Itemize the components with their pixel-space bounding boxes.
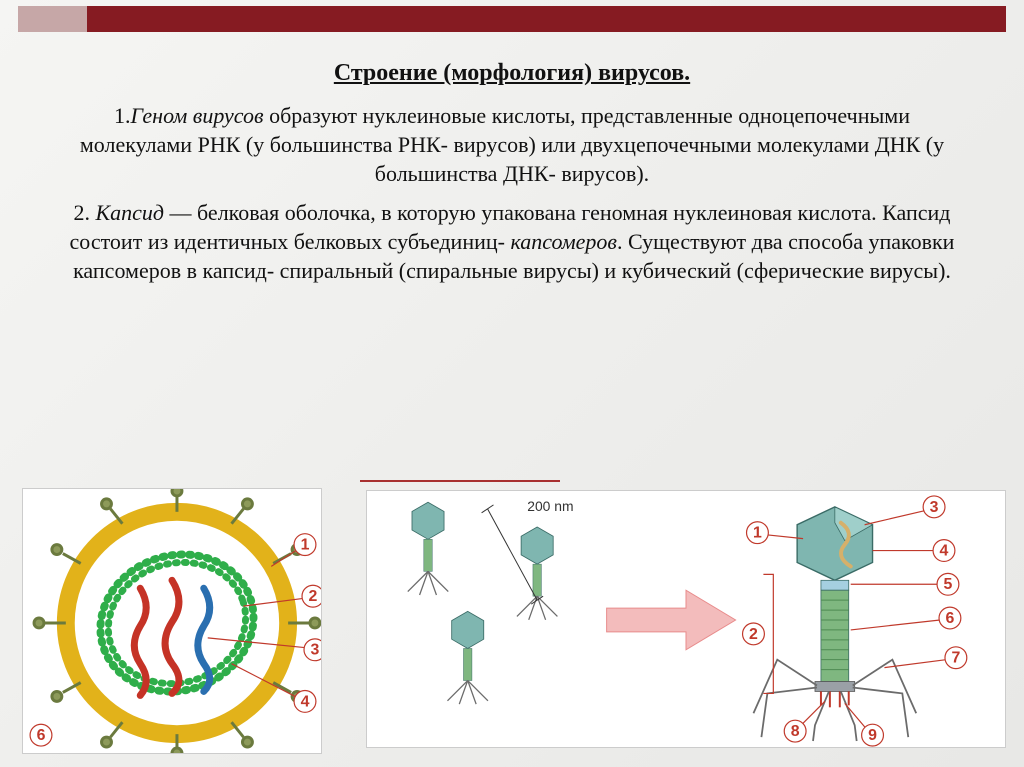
figure-row: 1 2 3 4 6 [16,450,1008,755]
slide-title: Строение (морфология) вирусов. [60,60,964,87]
para2-term2: капсомеров [510,229,616,254]
diagram-bacteriophage: 200 nm [366,490,1006,748]
pc2: 2 [749,626,758,643]
paragraph-1: 1.Геном вирусов образуют нуклеиновые кис… [60,101,964,188]
slide-top-bar [18,6,1006,32]
para2-term: Капсид [96,200,165,225]
para1-lead: 1. [114,103,131,128]
pc3: 3 [930,499,939,516]
paragraph-2: 2. Капсид — белковая оболочка, в которую… [60,198,964,285]
callout-6: 6 [37,727,46,744]
pc9: 9 [868,727,877,744]
top-bar-dark [87,6,1006,32]
pc6: 6 [946,610,955,627]
bacteriophage-svg: 200 nm [367,491,1005,747]
enveloped-virus-svg: 1 2 3 4 6 [23,489,321,753]
pc7: 7 [951,650,960,667]
phage-large [753,507,916,741]
pc8: 8 [791,723,800,740]
callout-4: 4 [301,693,310,710]
para1-term: Геном вирусов [131,103,264,128]
pc1: 1 [753,525,762,542]
pc5: 5 [944,576,953,593]
virus-spikes [34,489,320,753]
top-bar-light [18,6,87,32]
callout-3: 3 [311,642,320,659]
pc4: 4 [940,542,949,559]
diagram-enveloped-virus: 1 2 3 4 6 [22,488,322,754]
callout-2: 2 [309,588,318,605]
callout-1: 1 [301,537,310,554]
para2-lead: 2. [74,200,96,225]
text-block: Строение (морфология) вирусов. 1.Геном в… [60,60,964,295]
zoom-arrow-icon [607,590,736,650]
phage-small-group: 200 nm [408,498,574,704]
scale-label: 200 nm [527,498,573,514]
